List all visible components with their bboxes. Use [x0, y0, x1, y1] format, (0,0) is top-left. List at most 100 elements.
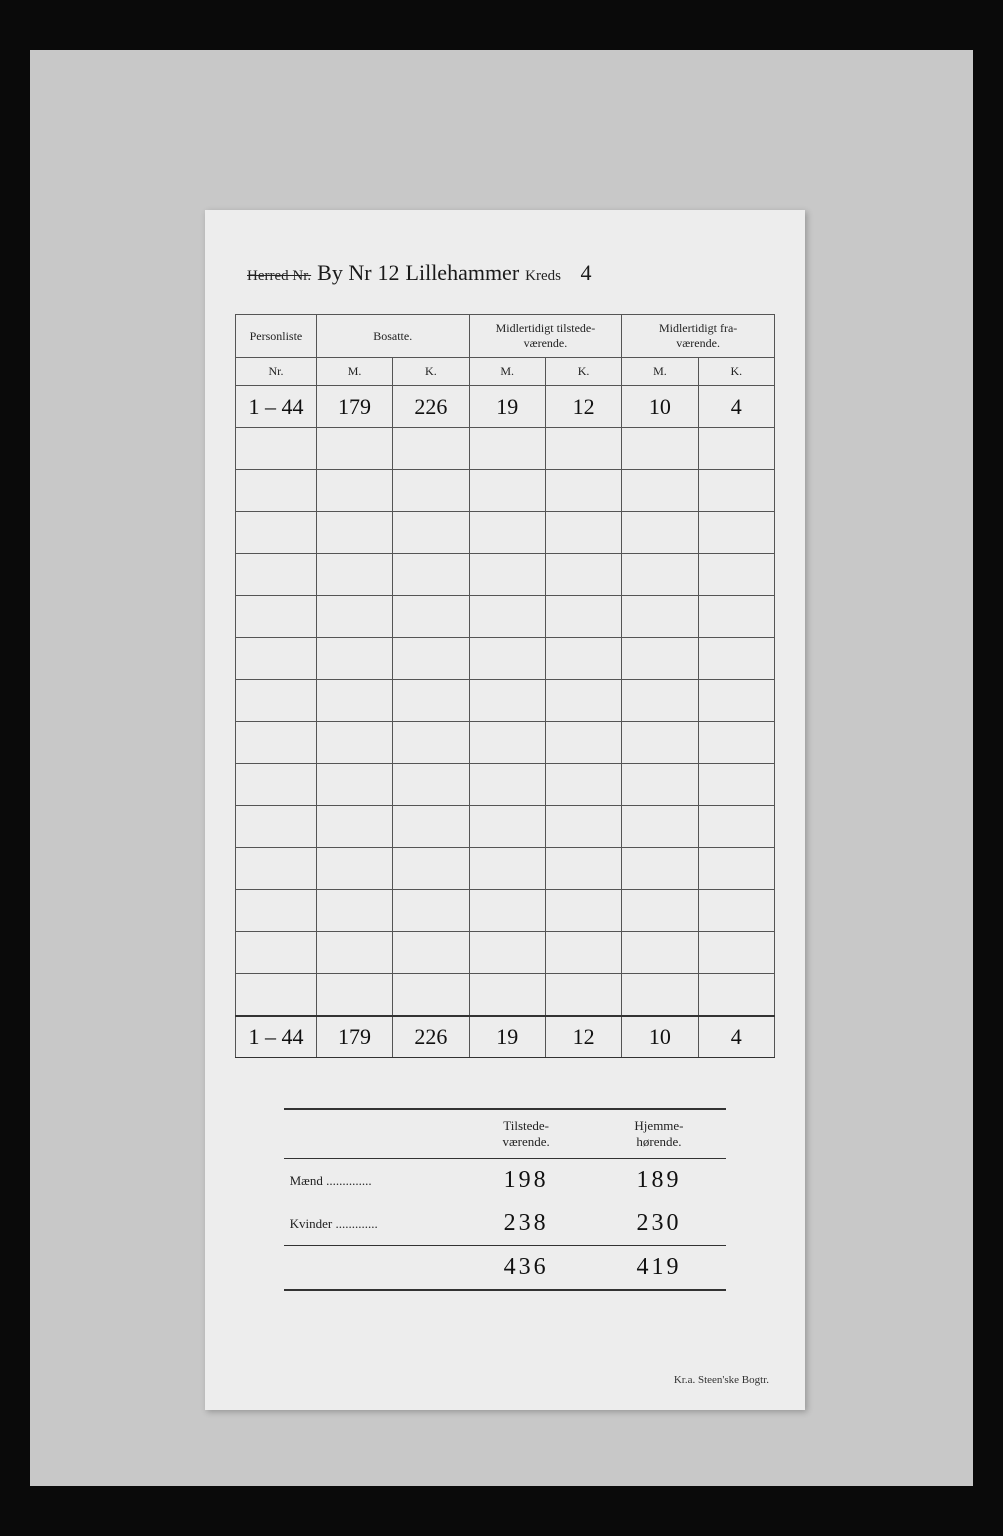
- table-row-empty: [236, 806, 775, 848]
- total-til-m: 19: [469, 1016, 545, 1058]
- empty-cell: [316, 764, 392, 806]
- empty-cell: [469, 806, 545, 848]
- summary-maend-tilstede: 198: [461, 1159, 592, 1203]
- table-row-empty: [236, 932, 775, 974]
- empty-cell: [545, 722, 621, 764]
- total-fra-k: 4: [698, 1016, 774, 1058]
- empty-cell: [316, 722, 392, 764]
- empty-cell: [698, 806, 774, 848]
- empty-cell: [393, 932, 469, 974]
- table-row-empty: [236, 890, 775, 932]
- total-bosatte-m: 179: [316, 1016, 392, 1058]
- empty-cell: [316, 806, 392, 848]
- table-row-empty: [236, 680, 775, 722]
- empty-cell: [545, 974, 621, 1016]
- empty-cell: [236, 806, 317, 848]
- empty-cell: [545, 596, 621, 638]
- summary-total-hjemme: 419: [592, 1246, 727, 1291]
- total-nr: 1 – 44: [236, 1016, 317, 1058]
- empty-cell: [545, 470, 621, 512]
- table-body: 1 – 44 179 226 19 12 10 4 1 – 44 179 226…: [236, 386, 775, 1058]
- kreds-label: Kreds: [525, 268, 561, 285]
- col-fravaerende: Midlertidigt fra- værende.: [622, 315, 775, 358]
- empty-cell: [622, 554, 698, 596]
- table-total-row: 1 – 44 179 226 19 12 10 4: [236, 1016, 775, 1058]
- table-row: 1 – 44 179 226 19 12 10 4: [236, 386, 775, 428]
- table-row-empty: [236, 596, 775, 638]
- empty-cell: [622, 596, 698, 638]
- cell-til-k: 12: [545, 386, 621, 428]
- total-til-k: 12: [545, 1016, 621, 1058]
- empty-cell: [236, 764, 317, 806]
- empty-cell: [698, 722, 774, 764]
- empty-cell: [698, 680, 774, 722]
- empty-cell: [236, 974, 317, 1016]
- empty-cell: [236, 638, 317, 680]
- empty-cell: [622, 428, 698, 470]
- col-tilstede-k: K.: [545, 358, 621, 386]
- empty-cell: [469, 680, 545, 722]
- empty-cell: [236, 722, 317, 764]
- table-row-empty: [236, 428, 775, 470]
- empty-cell: [393, 848, 469, 890]
- empty-cell: [393, 554, 469, 596]
- empty-cell: [316, 596, 392, 638]
- empty-cell: [545, 764, 621, 806]
- empty-cell: [622, 722, 698, 764]
- empty-cell: [698, 890, 774, 932]
- table-row-empty: [236, 722, 775, 764]
- empty-cell: [698, 974, 774, 1016]
- empty-cell: [469, 554, 545, 596]
- table-row-empty: [236, 638, 775, 680]
- empty-cell: [698, 596, 774, 638]
- empty-cell: [393, 806, 469, 848]
- summary-blank-head: [284, 1109, 461, 1159]
- printer-credit: Kr.a. Steen'ske Bogtr.: [674, 1374, 769, 1386]
- by-name: Lillehammer: [406, 260, 520, 286]
- empty-cell: [545, 806, 621, 848]
- table-row-empty: [236, 848, 775, 890]
- col-personliste: Personliste: [236, 315, 317, 358]
- empty-cell: [316, 890, 392, 932]
- empty-cell: [698, 932, 774, 974]
- summary-head-hjemme: Hjemme- hørende.: [592, 1109, 727, 1159]
- summary-total-tilstede: 436: [461, 1246, 592, 1291]
- empty-cell: [698, 554, 774, 596]
- empty-cell: [316, 974, 392, 1016]
- col-personliste-nr: Nr.: [236, 358, 317, 386]
- cell-til-m: 19: [469, 386, 545, 428]
- col-bosatte-k: K.: [393, 358, 469, 386]
- table-row-empty: [236, 554, 775, 596]
- empty-cell: [393, 512, 469, 554]
- scan-background: Herred Nr. By Nr 12 Lillehammer Kreds 4 …: [30, 50, 973, 1486]
- by-prefix: By Nr: [317, 260, 371, 286]
- census-form: Herred Nr. By Nr 12 Lillehammer Kreds 4 …: [205, 210, 805, 1410]
- empty-cell: [545, 848, 621, 890]
- empty-cell: [469, 974, 545, 1016]
- summary-kvinder-hjemme: 230: [592, 1202, 727, 1246]
- empty-cell: [545, 680, 621, 722]
- empty-cell: [469, 932, 545, 974]
- by-number: 12: [378, 260, 400, 286]
- empty-cell: [469, 848, 545, 890]
- empty-cell: [469, 470, 545, 512]
- empty-cell: [469, 512, 545, 554]
- col-bosatte-m: M.: [316, 358, 392, 386]
- empty-cell: [698, 512, 774, 554]
- summary-total-blank: [284, 1246, 461, 1291]
- empty-cell: [236, 596, 317, 638]
- empty-cell: [236, 428, 317, 470]
- empty-cell: [469, 764, 545, 806]
- col-bosatte: Bosatte.: [316, 315, 469, 358]
- summary-kvinder-tilstede: 238: [461, 1202, 592, 1246]
- empty-cell: [316, 512, 392, 554]
- empty-cell: [316, 848, 392, 890]
- cell-bosatte-k: 226: [393, 386, 469, 428]
- empty-cell: [236, 680, 317, 722]
- kreds-value: 4: [580, 260, 591, 286]
- herred-label: Herred Nr.: [247, 268, 311, 285]
- summary-maend-label: Mænd ..............: [284, 1159, 461, 1203]
- empty-cell: [393, 974, 469, 1016]
- summary-maend-hjemme: 189: [592, 1159, 727, 1203]
- empty-cell: [698, 428, 774, 470]
